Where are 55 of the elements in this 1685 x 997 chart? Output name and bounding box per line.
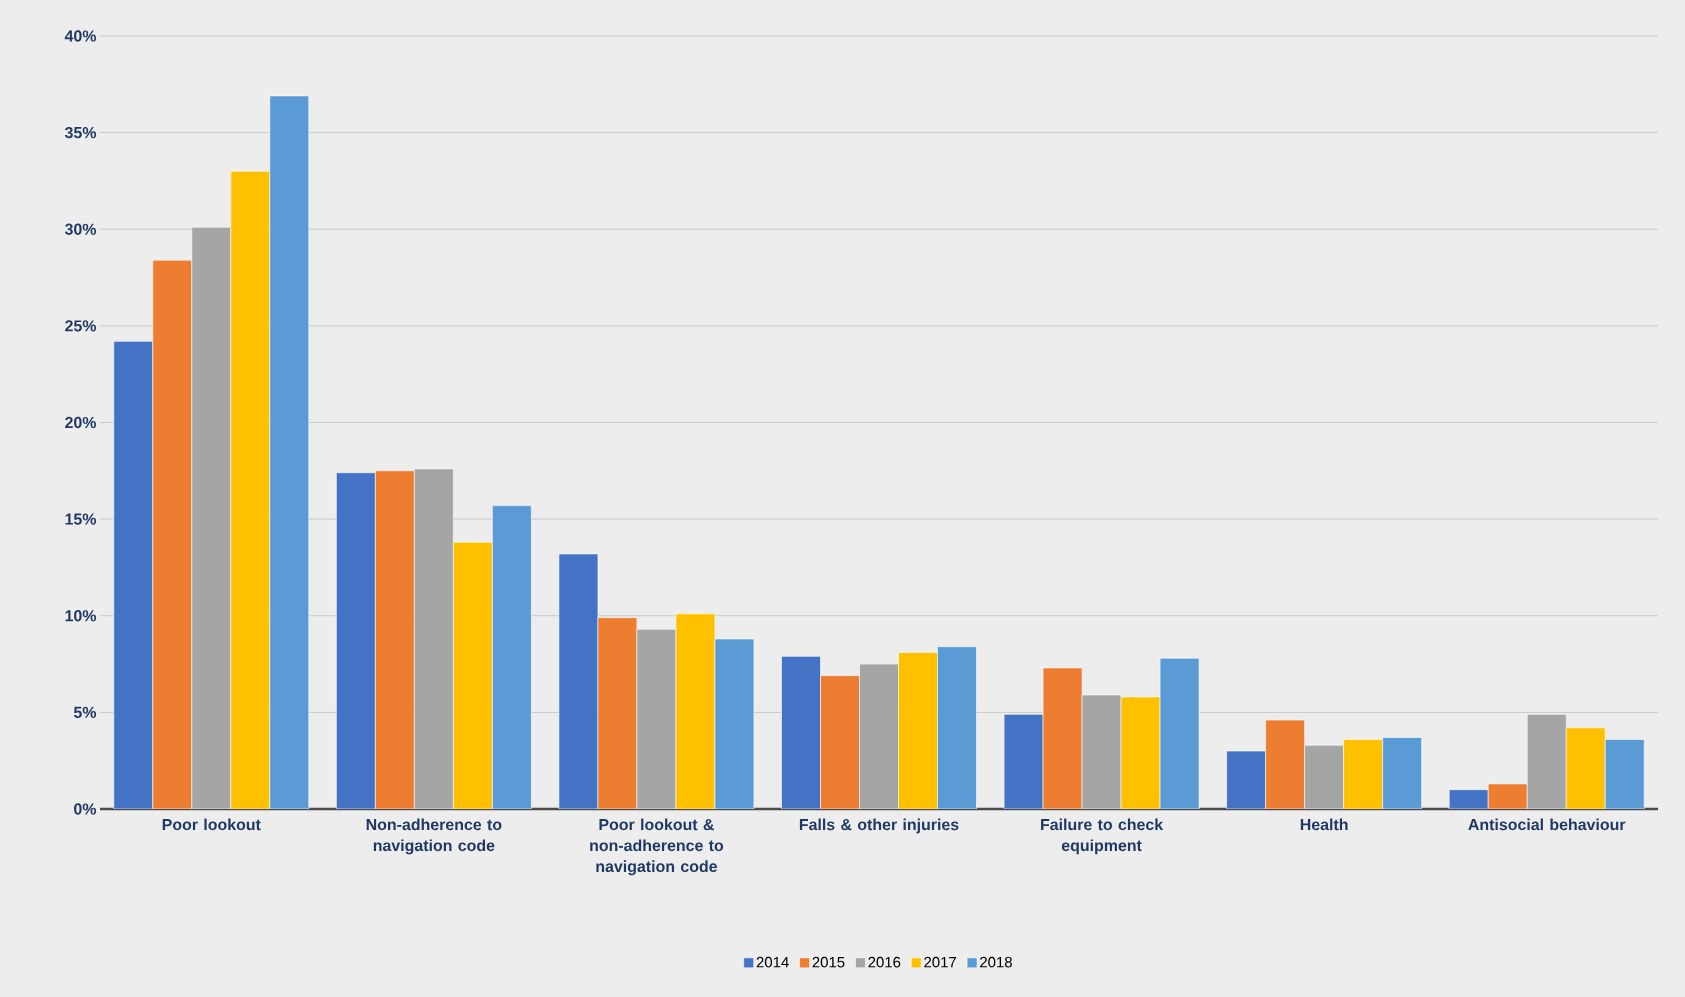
bar	[675, 613, 716, 809]
bar	[781, 656, 821, 809]
bar	[1159, 657, 1200, 809]
bar	[1382, 737, 1422, 809]
bar	[898, 652, 938, 809]
bar	[336, 472, 376, 809]
bar	[1120, 696, 1161, 809]
bar	[1448, 789, 1489, 809]
bar	[269, 95, 310, 809]
y-tick-label: 10%	[65, 610, 97, 622]
y-tick-label: 20%	[65, 416, 97, 429]
y-tick-label: 5%	[73, 706, 97, 718]
bar	[1526, 714, 1567, 809]
y-tick-label: 30%	[64, 223, 97, 235]
bar	[1304, 744, 1344, 809]
bar	[1343, 739, 1383, 809]
bar	[113, 341, 154, 809]
bar	[820, 675, 860, 809]
bar	[597, 617, 638, 809]
bar	[1226, 750, 1266, 809]
x-tick-label: Poor lookout	[162, 818, 261, 831]
bar	[937, 646, 977, 809]
bar	[1081, 694, 1122, 809]
legend-label: 2018	[980, 956, 1012, 968]
x-tick-label: Poor lookout & non-adherence to navigation code	[590, 818, 724, 876]
y-tick-label: 15%	[65, 513, 97, 525]
bar	[1565, 727, 1606, 809]
bar	[191, 227, 232, 809]
bar	[859, 663, 899, 809]
legend-label: 2015	[812, 956, 845, 968]
bar	[714, 638, 755, 809]
bar	[1604, 739, 1645, 809]
x-tick-label: Antisocial behaviour	[1468, 818, 1626, 831]
bar	[414, 468, 454, 809]
bar	[1003, 714, 1044, 809]
legend-label: 2014	[756, 956, 789, 968]
bar	[375, 470, 415, 809]
bar	[1042, 667, 1083, 809]
bar	[230, 170, 271, 809]
legend-label: 2016	[868, 956, 901, 968]
bar	[558, 553, 599, 809]
x-tick-label: Non-adherence to navigation code	[366, 818, 502, 855]
bar	[636, 628, 677, 809]
x-tick-label: Failure to check equipment	[1041, 818, 1164, 855]
legend-label: 2017	[924, 956, 956, 968]
y-tick-label: 0%	[74, 803, 97, 815]
x-tick-label: Health	[1300, 818, 1348, 831]
bar	[453, 542, 493, 809]
x-tick-label: Falls & other injuries	[799, 818, 959, 834]
bar	[1265, 719, 1305, 809]
y-tick-label: 35%	[64, 126, 97, 139]
bar	[492, 505, 532, 809]
bar	[152, 259, 193, 809]
y-tick-label: 40%	[64, 30, 97, 42]
y-tick-label: 25%	[65, 320, 97, 332]
